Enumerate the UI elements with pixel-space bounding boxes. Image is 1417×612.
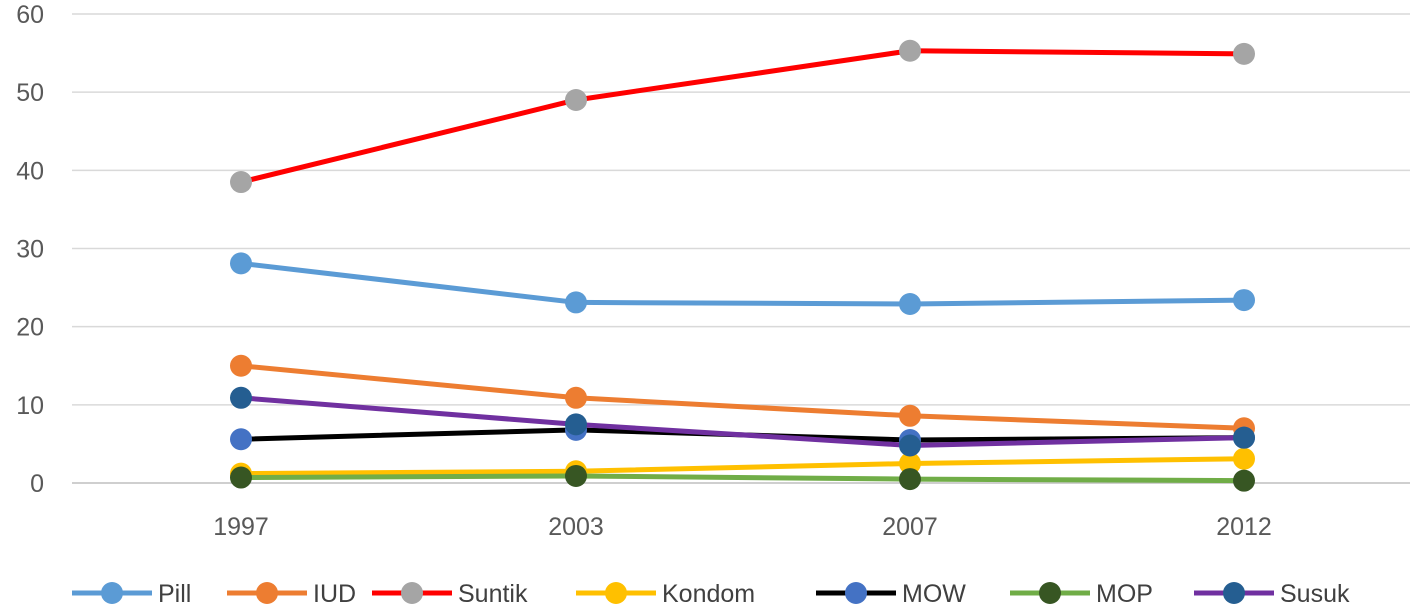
data-point-pill [565, 291, 587, 314]
data-point-kondom [1233, 447, 1255, 470]
y-tick-label: 30 [16, 236, 44, 264]
series-suntik [230, 39, 1255, 194]
data-point-mop [565, 464, 587, 487]
legend-swatch-marker [256, 582, 278, 604]
y-tick-label: 60 [16, 1, 44, 29]
legend-label: MOW [902, 580, 966, 608]
data-point-iud [230, 354, 252, 377]
data-point-susuk [1233, 426, 1255, 449]
legend-item-mow: MOW [816, 580, 966, 608]
x-tick-label: 2007 [882, 513, 938, 541]
legend-item-mop: MOP [1010, 580, 1153, 608]
legend-label: Kondom [662, 580, 755, 608]
legend-item-susuk: Susuk [1194, 580, 1350, 608]
series-pill [230, 252, 1255, 315]
legend-item-pill: Pill [72, 580, 191, 608]
legend-item-iud: IUD [227, 580, 356, 608]
x-tick-label: 2012 [1216, 513, 1272, 541]
series-mop [230, 464, 1255, 492]
legend-swatch-marker [1223, 582, 1245, 604]
y-tick-label: 50 [16, 79, 44, 107]
series-line-mop [238, 473, 1247, 484]
series-line-pill [238, 260, 1247, 307]
legend-label: MOP [1096, 580, 1153, 608]
legend-item-suntik: Suntik [372, 580, 528, 608]
legend-label: Susuk [1280, 580, 1350, 608]
gridlines [72, 13, 1410, 484]
series-line-suntik [238, 48, 1247, 185]
legend-swatch-marker [1039, 582, 1061, 604]
legend: Pill IUD Suntik Kondom MOW MOP Susuk [72, 580, 1350, 608]
data-point-iud [565, 386, 587, 409]
data-point-susuk [230, 386, 252, 409]
data-point-mop [230, 466, 252, 489]
legend-label: Pill [158, 580, 191, 608]
y-tick-label: 20 [16, 314, 44, 342]
series-line-susuk [238, 395, 1247, 448]
data-point-pill [230, 252, 252, 275]
y-tick-label: 10 [16, 392, 44, 420]
data-point-pill [899, 292, 921, 315]
data-point-susuk [899, 434, 921, 457]
legend-swatch-marker [845, 582, 867, 604]
series-iud [230, 354, 1255, 440]
series-lines [230, 39, 1255, 492]
data-point-suntik [899, 39, 921, 62]
series-line-iud [238, 363, 1247, 431]
legend-swatch-marker [605, 582, 627, 604]
series-line-kondom [238, 456, 1247, 477]
legend-label: IUD [313, 580, 356, 608]
data-point-susuk [565, 413, 587, 436]
x-tick-label: 1997 [213, 513, 269, 541]
data-point-pill [1233, 289, 1255, 312]
data-point-kondom [899, 452, 921, 475]
data-point-mow [230, 428, 252, 451]
x-tick-label: 2003 [548, 513, 604, 541]
legend-swatch-marker [401, 582, 423, 604]
data-point-mop [899, 468, 921, 491]
data-point-iud [899, 404, 921, 427]
legend-label: Suntik [458, 580, 528, 608]
legend-item-kondom: Kondom [576, 580, 755, 608]
x-axis-tick-labels: 1997 2003 2007 2012 [213, 513, 1272, 541]
y-tick-label: 40 [16, 157, 44, 185]
series-susuk [230, 386, 1255, 457]
data-point-suntik [565, 88, 587, 111]
data-point-suntik [1233, 42, 1255, 65]
data-point-mop [1233, 469, 1255, 492]
legend-swatch-marker [101, 582, 123, 604]
y-axis-tick-labels: 0 10 20 30 40 50 60 [16, 1, 44, 498]
y-tick-label: 0 [30, 470, 44, 498]
data-point-suntik [230, 171, 252, 194]
